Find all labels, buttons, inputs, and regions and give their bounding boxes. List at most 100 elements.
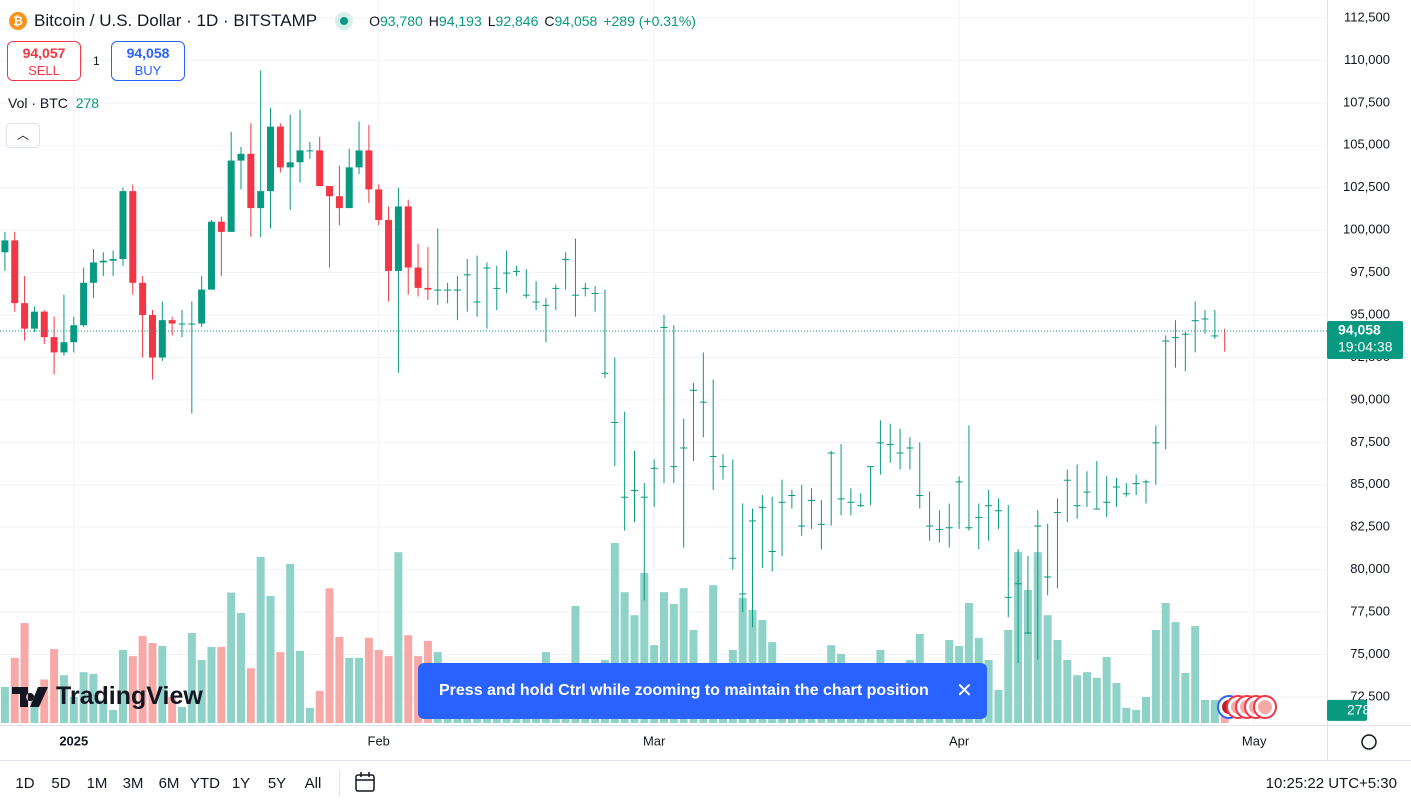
- candle-body: [660, 326, 668, 328]
- candle-body: [945, 527, 953, 529]
- volume-bar: [659, 592, 668, 723]
- volume-bar: [50, 649, 59, 723]
- x-tick-label: May: [1242, 733, 1267, 748]
- candle-body: [286, 162, 294, 168]
- volume-bar: [1181, 673, 1190, 723]
- y-tick-label: 82,500: [1350, 519, 1390, 534]
- candle-body: [1122, 493, 1130, 495]
- timeframe-button[interactable]: 1D: [15, 774, 35, 792]
- timeframe-button[interactable]: 3M: [122, 774, 144, 792]
- volume-bar: [1142, 696, 1151, 723]
- candle-body: [493, 287, 501, 289]
- candle-body: [168, 320, 176, 324]
- candle-body: [906, 447, 914, 449]
- candle-body: [542, 304, 550, 306]
- volume-bar: [197, 659, 206, 723]
- y-tick-label: 112,500: [1344, 9, 1390, 24]
- logo-mark: [12, 686, 48, 707]
- y-tick-label: 87,500: [1350, 434, 1390, 449]
- candle-body: [1152, 442, 1160, 444]
- symbol-title[interactable]: Bitcoin / U.S. Dollar · 1D · BITSTAMP: [34, 11, 318, 30]
- volume-bar: [709, 585, 718, 723]
- candle-body: [385, 219, 393, 271]
- candle-body: [778, 501, 786, 503]
- candle-body: [591, 292, 599, 294]
- market-status-icon[interactable]: [333, 11, 355, 31]
- volume-bar: [1073, 675, 1082, 723]
- candle-body: [1112, 486, 1120, 488]
- candle-body: [316, 150, 324, 187]
- candles: [1, 70, 1226, 664]
- candle-body: [532, 301, 540, 303]
- candle-body: [611, 421, 619, 423]
- volume-bar: [1201, 699, 1210, 723]
- timeframe-button[interactable]: 5D: [51, 774, 71, 792]
- volume-bar: [1210, 699, 1219, 723]
- volume-bar: [315, 690, 324, 723]
- candle-body: [158, 320, 166, 358]
- ohlc-value: 93,780: [379, 13, 423, 29]
- candle-body: [463, 274, 471, 276]
- candle-body: [1093, 508, 1101, 510]
- candle-body: [326, 186, 334, 197]
- y-tick-label: 75,000: [1350, 646, 1390, 661]
- volume-bar: [384, 656, 393, 723]
- logo-text: TradingView: [56, 682, 203, 710]
- candle-body: [483, 267, 491, 269]
- volume-bar: [1082, 672, 1091, 723]
- candle-body: [994, 510, 1002, 512]
- candle-body: [365, 150, 373, 190]
- timeframe-button[interactable]: 5Y: [267, 774, 287, 792]
- candle-body: [680, 447, 688, 449]
- buy-button[interactable]: 94,058 BUY: [111, 41, 185, 81]
- order-quantity[interactable]: 1: [93, 54, 100, 68]
- candle-body: [1004, 596, 1012, 598]
- volume-bar: [984, 659, 993, 723]
- y-tick-label: 102,500: [1343, 179, 1390, 194]
- volume-bar: [1004, 629, 1013, 723]
- collapse-legend-button[interactable]: ︿: [6, 123, 40, 148]
- settings-button[interactable]: [1361, 734, 1377, 750]
- y-tick-label: 95,000: [1350, 306, 1390, 321]
- volume-legend-label: Vol · BTC: [8, 95, 68, 111]
- timeframe-button[interactable]: 1Y: [231, 774, 251, 792]
- candle-body: [876, 442, 884, 444]
- candle-body: [119, 191, 127, 260]
- x-tick-label: Feb: [368, 733, 390, 748]
- candle-body: [1103, 501, 1111, 503]
- y-tick-label: 100,000: [1343, 222, 1390, 237]
- volume-bar: [640, 573, 649, 723]
- candle-body: [798, 525, 806, 527]
- timeframe-button[interactable]: 6M: [158, 774, 180, 792]
- chart: 72,500 75,000 77,500 80,000 82,500 85,000 87,5…: [0, 0, 1411, 760]
- timeframe-button[interactable]: All: [304, 774, 322, 792]
- x-tick-label: Mar: [643, 733, 666, 748]
- candle-body: [1142, 481, 1150, 483]
- candle-body: [896, 452, 904, 454]
- sell-button[interactable]: 94,057 SELL: [7, 41, 81, 81]
- candle-body: [817, 523, 825, 525]
- candle-body: [1191, 320, 1199, 322]
- candle-body: [424, 287, 432, 290]
- y-tick-label: 97,500: [1350, 264, 1390, 279]
- volume-bar: [59, 675, 68, 723]
- candle-body: [552, 287, 560, 289]
- y-tick-label: 77,500: [1350, 604, 1390, 619]
- clock[interactable]: 10:25:22 UTC+5:30: [1265, 774, 1397, 792]
- candle-body: [965, 527, 973, 529]
- event-icon[interactable]: [1253, 695, 1277, 719]
- candle-body: [621, 496, 629, 498]
- candle-body: [394, 206, 402, 271]
- toast-close[interactable]: ✕: [956, 680, 973, 702]
- candle-body: [306, 150, 314, 152]
- candle-body: [985, 505, 993, 507]
- candle-body: [729, 557, 737, 559]
- volume-bar: [1161, 603, 1170, 723]
- date-range-button[interactable]: [354, 771, 378, 795]
- volume-bar: [994, 689, 1003, 723]
- candle-body: [148, 315, 156, 358]
- timeframe-button[interactable]: 1M: [86, 774, 108, 792]
- price-tag-countdown: 19:04:38: [1338, 339, 1393, 355]
- timeframe-button[interactable]: YTD: [190, 774, 220, 792]
- candle-body: [99, 260, 107, 263]
